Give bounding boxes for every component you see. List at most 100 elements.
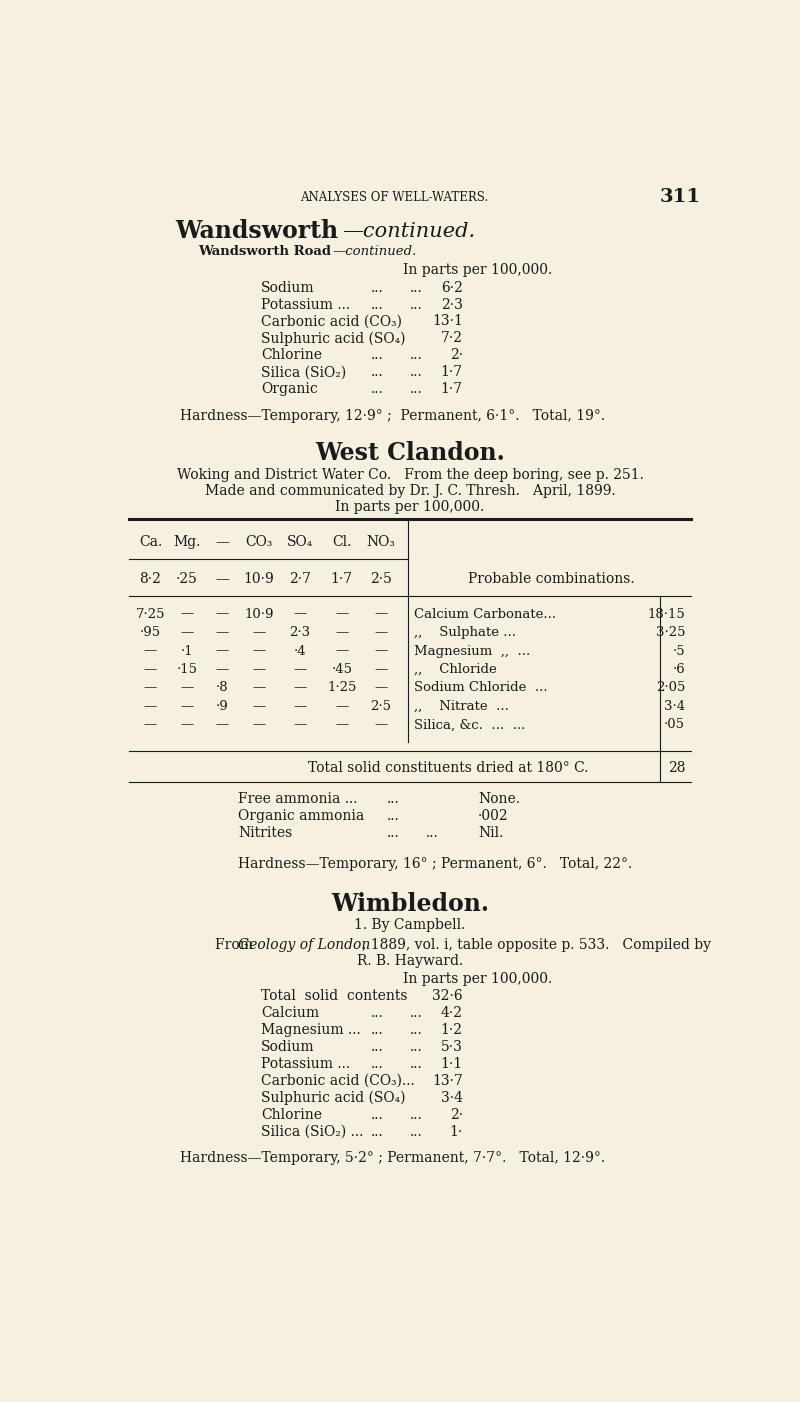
Text: Geology of London: Geology of London <box>238 938 370 952</box>
Text: —: — <box>374 645 387 658</box>
Text: 1·: 1· <box>450 1124 462 1138</box>
Text: Potassium ...: Potassium ... <box>262 1057 350 1071</box>
Text: ...: ... <box>410 280 422 294</box>
Text: ...: ... <box>410 1057 422 1071</box>
Text: 13·7: 13·7 <box>432 1074 462 1088</box>
Text: 2·: 2· <box>450 348 462 362</box>
Text: ·002: ·002 <box>478 809 509 823</box>
Text: ...: ... <box>410 1040 422 1054</box>
Text: —: — <box>180 718 194 732</box>
Text: —: — <box>216 663 229 676</box>
Text: Total  solid  contents: Total solid contents <box>262 988 408 1002</box>
Text: Magnesium  ,,  ...: Magnesium ,, ... <box>414 645 530 658</box>
Text: ,,    Sulphate ...: ,, Sulphate ... <box>414 627 516 639</box>
Text: 2·5: 2·5 <box>370 572 391 586</box>
Text: ·1: ·1 <box>181 645 193 658</box>
Text: , 1889, vol. i, table opposite p. 533.   Compiled by: , 1889, vol. i, table opposite p. 533. C… <box>362 938 711 952</box>
Text: 18·15: 18·15 <box>647 607 685 621</box>
Text: From: From <box>214 938 257 952</box>
Text: Sodium Chloride  ...: Sodium Chloride ... <box>414 681 547 694</box>
Text: ...: ... <box>371 1108 384 1122</box>
Text: NO₃: NO₃ <box>366 534 395 548</box>
Text: ,,    Chloride: ,, Chloride <box>414 663 497 676</box>
Text: 1·1: 1·1 <box>441 1057 462 1071</box>
Text: 2·3: 2·3 <box>290 627 310 639</box>
Text: —: — <box>252 645 266 658</box>
Text: —: — <box>374 627 387 639</box>
Text: —: — <box>216 607 229 621</box>
Text: —: — <box>335 607 349 621</box>
Text: Woking and District Water Co.   From the deep boring, see p. 251.: Woking and District Water Co. From the d… <box>177 468 643 482</box>
Text: ·4: ·4 <box>294 645 306 658</box>
Text: —: — <box>252 627 266 639</box>
Text: ...: ... <box>371 348 384 362</box>
Text: 311: 311 <box>659 188 700 206</box>
Text: 10·9: 10·9 <box>244 607 274 621</box>
Text: 10·9: 10·9 <box>243 572 274 586</box>
Text: Hardness—Temporary, 12·9° ;  Permanent, 6·1°.   Total, 19°.: Hardness—Temporary, 12·9° ; Permanent, 6… <box>180 409 605 423</box>
Text: —: — <box>180 607 194 621</box>
Text: Potassium ...: Potassium ... <box>262 297 350 311</box>
Text: —: — <box>144 700 157 714</box>
Text: ·45: ·45 <box>331 663 352 676</box>
Text: ·05: ·05 <box>664 718 685 732</box>
Text: —: — <box>374 663 387 676</box>
Text: Total solid constituents dried at 180° C.: Total solid constituents dried at 180° C… <box>309 761 589 775</box>
Text: Magnesium ...: Magnesium ... <box>262 1023 361 1037</box>
Text: —: — <box>144 681 157 694</box>
Text: Wimbledon.: Wimbledon. <box>331 892 489 916</box>
Text: Sodium: Sodium <box>262 1040 315 1054</box>
Text: Mg.: Mg. <box>173 534 201 548</box>
Text: ...: ... <box>371 297 384 311</box>
Text: Free ammonia ...: Free ammonia ... <box>238 792 358 806</box>
Text: —: — <box>335 627 349 639</box>
Text: 2·3: 2·3 <box>441 297 462 311</box>
Text: ...: ... <box>410 1108 422 1122</box>
Text: —: — <box>144 645 157 658</box>
Text: —: — <box>215 572 230 586</box>
Text: ·95: ·95 <box>140 627 161 639</box>
Text: Hardness—Temporary, 5·2° ; Permanent, 7·7°.   Total, 12·9°.: Hardness—Temporary, 5·2° ; Permanent, 7·… <box>180 1151 605 1165</box>
Text: ...: ... <box>386 809 399 823</box>
Text: —continued.: —continued. <box>333 245 417 258</box>
Text: ·9: ·9 <box>216 700 229 714</box>
Text: ...: ... <box>410 297 422 311</box>
Text: ·25: ·25 <box>176 572 198 586</box>
Text: In parts per 100,000.: In parts per 100,000. <box>403 972 552 986</box>
Text: —: — <box>252 663 266 676</box>
Text: 1·7: 1·7 <box>330 572 353 586</box>
Text: Cl.: Cl. <box>332 534 351 548</box>
Text: ...: ... <box>410 366 422 380</box>
Text: 5·3: 5·3 <box>441 1040 462 1054</box>
Text: ...: ... <box>410 1023 422 1037</box>
Text: Chlorine: Chlorine <box>262 348 322 362</box>
Text: —: — <box>335 645 349 658</box>
Text: Nitrites: Nitrites <box>238 826 292 840</box>
Text: Calcium Carbonate...: Calcium Carbonate... <box>414 607 556 621</box>
Text: 3·25: 3·25 <box>656 627 685 639</box>
Text: —: — <box>294 700 306 714</box>
Text: 2·7: 2·7 <box>289 572 311 586</box>
Text: ...: ... <box>371 280 384 294</box>
Text: ...: ... <box>371 1040 384 1054</box>
Text: ...: ... <box>386 792 399 806</box>
Text: —: — <box>374 718 387 732</box>
Text: ,,    Nitrate  ...: ,, Nitrate ... <box>414 700 509 714</box>
Text: ...: ... <box>386 826 399 840</box>
Text: ...: ... <box>371 1005 384 1019</box>
Text: ...: ... <box>371 1057 384 1071</box>
Text: ·8: ·8 <box>216 681 229 694</box>
Text: —: — <box>180 700 194 714</box>
Text: Silica, &c.  ...  ...: Silica, &c. ... ... <box>414 718 526 732</box>
Text: 2·5: 2·5 <box>370 700 391 714</box>
Text: Sodium: Sodium <box>262 280 315 294</box>
Text: ·5: ·5 <box>673 645 685 658</box>
Text: Probable combinations.: Probable combinations. <box>468 572 634 586</box>
Text: 1. By Campbell.: 1. By Campbell. <box>354 918 466 932</box>
Text: —: — <box>180 681 194 694</box>
Text: Ca.: Ca. <box>138 534 162 548</box>
Text: ·6: ·6 <box>672 663 685 676</box>
Text: —: — <box>294 607 306 621</box>
Text: 3·4: 3·4 <box>441 1091 462 1105</box>
Text: —: — <box>294 718 306 732</box>
